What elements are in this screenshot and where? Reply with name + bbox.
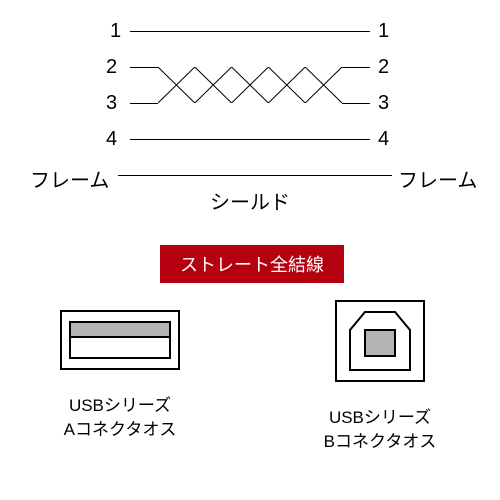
wire-2-right-lead bbox=[342, 67, 370, 68]
frame-right-label: フレーム bbox=[398, 164, 477, 193]
pin-right-1: 1 bbox=[378, 20, 389, 43]
wire-4 bbox=[130, 139, 370, 140]
wire-3-right-lead bbox=[342, 103, 370, 104]
usb-a-caption-2: Aコネクタオス bbox=[40, 418, 200, 442]
connector-usb-a: USBシリーズ Aコネクタオス bbox=[40, 310, 200, 442]
pin-right-4: 4 bbox=[378, 128, 389, 151]
wiring-diagram: 1 2 3 4 1 2 3 4 フレーム フレーム シールド bbox=[0, 10, 500, 240]
wire-2-left-lead bbox=[130, 67, 158, 68]
shield-label: シールド bbox=[210, 186, 290, 215]
wire-3-left-lead bbox=[130, 103, 158, 104]
pin-left-2: 2 bbox=[106, 56, 117, 79]
usb-a-icon bbox=[60, 310, 180, 370]
pin-left-4: 4 bbox=[106, 128, 117, 151]
wire-frame bbox=[118, 175, 392, 176]
usb-a-caption-1: USBシリーズ bbox=[40, 394, 200, 418]
pin-left-3: 3 bbox=[106, 92, 117, 115]
pin-left-1: 1 bbox=[110, 20, 121, 43]
wire-1 bbox=[130, 31, 370, 32]
usb-b-caption-2: Bコネクタオス bbox=[300, 430, 460, 454]
banner-straight-wiring: ストレート全結線 bbox=[160, 245, 344, 283]
usb-b-icon bbox=[335, 300, 425, 382]
pin-right-2: 2 bbox=[378, 56, 389, 79]
twisted-pair-icon bbox=[158, 67, 342, 103]
usb-b-caption-1: USBシリーズ bbox=[300, 406, 460, 430]
connector-usb-b: USBシリーズ Bコネクタオス bbox=[300, 300, 460, 454]
pin-right-3: 3 bbox=[378, 92, 389, 115]
frame-left-label: フレーム bbox=[30, 164, 109, 193]
